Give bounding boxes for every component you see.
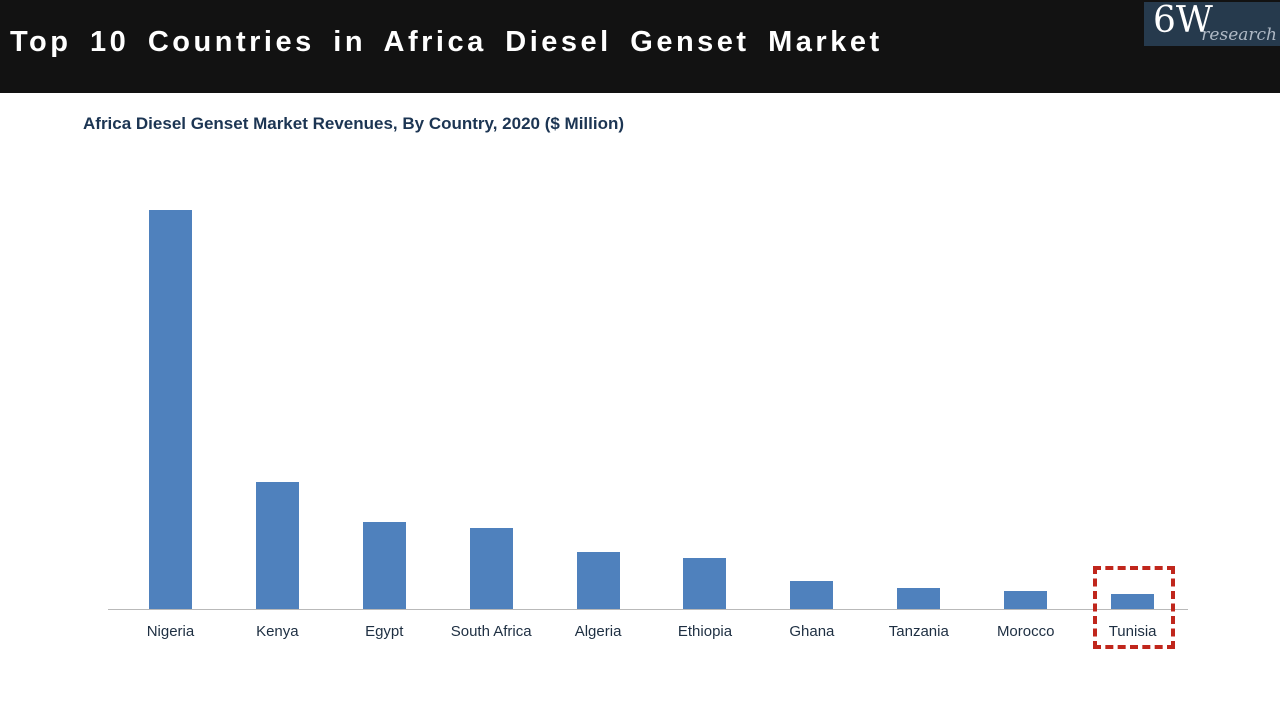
bar-slot-tunisia [1079,170,1186,609]
x-label-egypt: Egypt [365,623,404,640]
bar-egypt [362,522,406,609]
logo-6w-text: 6W [1153,0,1213,41]
x-axis-line [108,609,1188,610]
bar-slot-south-africa [438,170,545,609]
brand-logo: 6W research [1144,0,1280,46]
header-bar: Top 10 Countries in Africa Diesel Genset… [0,0,1280,93]
page-title: Top 10 Countries in Africa Diesel Genset… [10,26,883,58]
x-label-kenya: Kenya [256,623,299,640]
bar-tunisia [1111,594,1155,609]
bar-tanzania [897,588,941,609]
bar-morocco [1004,591,1048,609]
bar-slot-morocco [972,170,1079,609]
x-label-algeria: Algeria [574,623,622,640]
x-label-ethiopia: Ethiopia [677,623,733,640]
bar-slot-kenya [224,170,331,609]
x-axis-labels: Nigeria Kenya Egypt South Africa Algeria Ethi… [117,623,1186,640]
chart-title: Africa Diesel Genset Market Revenues, By… [83,114,625,133]
bar-slot-nigeria [117,170,224,609]
bar-nigeria [148,210,192,609]
bar-algeria [576,552,620,609]
x-label-nigeria: Nigeria [146,623,195,640]
chart-plot [117,170,1186,609]
x-label-morocco: Morocco [996,623,1055,640]
x-label-ghana: Ghana [789,623,835,640]
bar-slot-tanzania [865,170,972,609]
bar-slot-algeria [545,170,652,609]
x-label-south-africa: South Africa [450,623,532,640]
bar-slot-egypt [331,170,438,609]
bar-kenya [255,482,299,609]
bar-slot-ethiopia [652,170,759,609]
x-label-tunisia: Tunisia [1108,623,1157,640]
x-label-tanzania: Tanzania [888,623,949,640]
bar-south-africa [469,528,513,609]
bar-ethiopia [683,558,727,609]
bar-slot-ghana [758,170,865,609]
logo-research-text: research [1201,25,1277,45]
bar-ghana [790,581,834,609]
tunisia-highlight-box [1093,566,1175,649]
